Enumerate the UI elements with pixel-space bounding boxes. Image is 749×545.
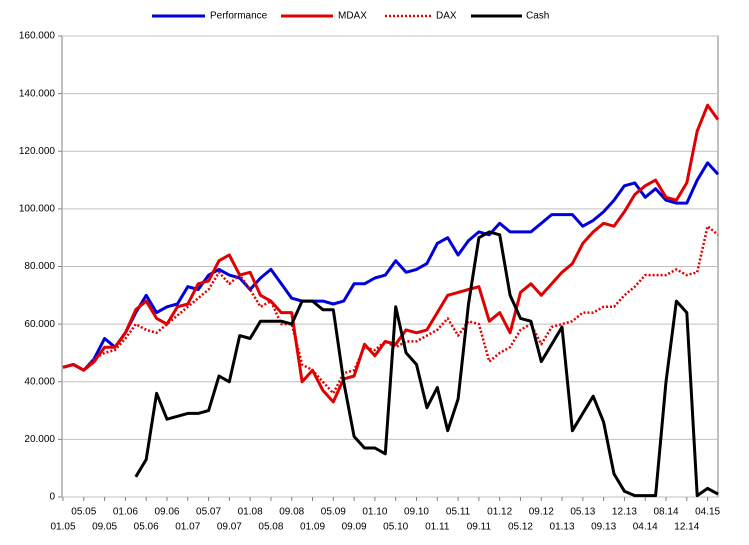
x-tick-label: 09.11	[467, 522, 492, 533]
x-tick-label: 05.05	[71, 507, 96, 518]
x-tick-label: 04.14	[633, 522, 658, 533]
legend: Performance MDAX DAX Cash	[152, 11, 549, 22]
legend-label: MDAX	[338, 11, 367, 22]
y-tick-label: 40.000	[24, 376, 55, 387]
x-tick-label: 01.08	[238, 507, 263, 518]
y-tick-label: 60.000	[24, 319, 55, 330]
x-tick-label: 05.09	[321, 507, 346, 518]
y-tick-label: 100.000	[19, 204, 56, 215]
x-tick-label: 01.12	[487, 507, 512, 518]
x-tick-label: 09.08	[279, 507, 304, 518]
x-tick-label: 05.08	[258, 522, 283, 533]
series-line	[62, 161, 720, 372]
x-tick-label: 09.06	[154, 507, 179, 518]
lines	[62, 103, 720, 498]
x-tick-label: 05.11	[446, 507, 471, 518]
x-tick-label: 04.15	[695, 507, 720, 518]
x-tick-label: 01.07	[175, 522, 200, 533]
x-tick-label: 09.12	[529, 507, 554, 518]
legend-label: Cash	[526, 11, 549, 22]
series-line	[62, 224, 719, 395]
y-tick-label: 20.000	[24, 434, 55, 445]
x-tick-label: 01.05	[50, 522, 75, 533]
legend-label: DAX	[436, 11, 457, 22]
y-tick-label: 120.000	[19, 146, 56, 157]
x-tick-label: 09.10	[404, 507, 429, 518]
y-tick-label: 160.000	[19, 31, 56, 42]
x-tick-label: 09.13	[591, 522, 616, 533]
x-tick-label: 09.05	[92, 522, 117, 533]
y-tick-label: 140.000	[19, 88, 56, 99]
x-tick-label: 01.13	[550, 522, 575, 533]
x-tick-label: 01.11	[425, 522, 450, 533]
x-tick-label: 01.09	[300, 522, 325, 533]
x-tick-label: 09.07	[217, 522, 242, 533]
x-tick-label: 09.09	[342, 522, 367, 533]
grid: 0 20.000 40.000 60.000 80.000 100.000 120.000 1…	[19, 31, 721, 533]
x-tick-label: 01.06	[113, 507, 138, 518]
x-tick-label: 05.13	[570, 507, 595, 518]
y-tick-label: 80.000	[24, 261, 55, 272]
x-tick-label: 05.12	[508, 522, 533, 533]
x-tick-label: 05.07	[196, 507, 221, 518]
x-tick-label: 08.14	[654, 507, 679, 518]
x-tick-label: 12.13	[612, 507, 637, 518]
y-tick-label: 0	[49, 492, 55, 503]
legend-label: Performance	[210, 11, 268, 22]
series-line	[134, 230, 719, 498]
x-tick-label: 12.14	[674, 522, 699, 533]
series-line	[62, 103, 720, 404]
x-tick-label: 05.06	[134, 522, 159, 533]
x-tick-label: 05.10	[383, 522, 408, 533]
x-tick-label: 01.10	[362, 507, 387, 518]
